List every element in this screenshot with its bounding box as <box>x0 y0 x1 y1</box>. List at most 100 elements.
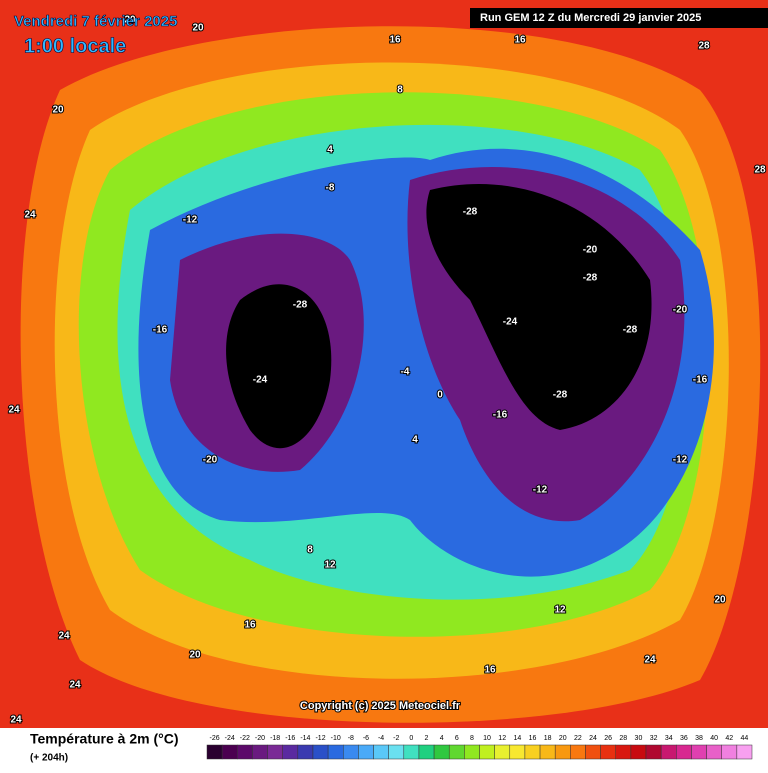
legend-title: Température à 2m (°C) <box>30 731 179 747</box>
scale-swatch <box>433 744 450 760</box>
scale-swatch <box>343 744 359 760</box>
scale-label: 16 <box>529 735 537 742</box>
map-label: 24 <box>644 655 656 666</box>
map-label: -28 <box>583 273 598 284</box>
scale-label: -4 <box>378 735 384 742</box>
scale-label: -26 <box>210 735 220 742</box>
scale-swatch <box>585 744 601 760</box>
scale-swatch <box>464 744 480 760</box>
scale-label: 30 <box>635 735 643 742</box>
scale-label: -16 <box>285 735 295 742</box>
scale-label: 44 <box>741 735 749 742</box>
map-label: 16 <box>484 665 496 676</box>
map-label: -20 <box>203 455 218 466</box>
map-label: 24 <box>58 631 70 642</box>
scale-swatch <box>660 744 677 760</box>
map-label: 24 <box>24 210 36 221</box>
scale-swatch <box>312 744 329 760</box>
scale-swatch <box>615 744 632 760</box>
scale-label: 18 <box>544 735 552 742</box>
run-box <box>470 8 768 28</box>
map-label: -28 <box>463 207 478 218</box>
scale-label: 32 <box>650 735 658 742</box>
map-label: -28 <box>293 300 308 311</box>
forecast-time: 1:00 locale <box>24 35 126 57</box>
scale-swatch <box>554 744 571 760</box>
map-label: 16 <box>389 35 401 46</box>
scale-swatch <box>358 744 374 760</box>
map-label: -20 <box>583 245 598 256</box>
map-label: 0 <box>437 390 443 401</box>
scale-swatch <box>539 744 556 760</box>
scale-label: 42 <box>725 735 733 742</box>
extreme-cold-east <box>426 184 652 430</box>
legend-lead: (+ 204h) <box>30 753 68 764</box>
map-label: -28 <box>553 390 568 401</box>
scale-label: 22 <box>574 735 582 742</box>
scale-label: 20 <box>559 735 567 742</box>
scale-label: 4 <box>440 735 444 742</box>
scale-label: 28 <box>619 735 627 742</box>
scale-swatch <box>691 744 707 760</box>
scale-label: -12 <box>315 735 325 742</box>
map-label: 16 <box>244 620 256 631</box>
run-info: Run GEM 12 Z du Mercredi 29 janvier 2025 <box>480 12 701 24</box>
map-label: 16 <box>514 35 526 46</box>
map-label: -28 <box>623 325 638 336</box>
map-label: 20 <box>192 23 204 34</box>
map-label: 20 <box>52 105 64 116</box>
scale-label: 40 <box>710 735 718 742</box>
scale-label: 10 <box>483 735 491 742</box>
map-label: 12 <box>554 605 566 616</box>
scale-label: -10 <box>331 735 341 742</box>
scale-swatch <box>327 744 344 760</box>
scale-label: 6 <box>455 735 459 742</box>
scale-swatch <box>570 744 586 760</box>
map-label: -24 <box>503 317 518 328</box>
scale-swatch <box>630 744 647 760</box>
scale-swatch <box>479 744 495 760</box>
map-label: -16 <box>693 375 708 386</box>
scale-swatch <box>706 744 722 760</box>
scale-swatch <box>524 744 541 760</box>
map-labels: 20 20 16 16 24 28 28 20 24 24 8 4 -8 -12… <box>7 14 767 727</box>
scale-label: 2 <box>425 735 429 742</box>
scale-label: 12 <box>498 735 506 742</box>
map-label: 28 <box>754 165 766 176</box>
scale-swatch <box>509 744 526 760</box>
scale-label: 34 <box>665 735 673 742</box>
map-label: -12 <box>533 485 548 496</box>
scale-swatch <box>206 744 223 760</box>
scale-swatch <box>448 744 465 760</box>
scale-swatch <box>297 744 314 760</box>
map-label: 24 <box>69 680 81 691</box>
map-label: 8 <box>307 545 313 556</box>
map-label: 24 <box>10 715 22 726</box>
map-label: 12 <box>324 560 336 571</box>
scale-swatch <box>600 744 616 760</box>
scale-swatch <box>373 744 389 760</box>
map-label: -16 <box>493 410 508 421</box>
map-label: -12 <box>673 455 688 466</box>
map-label: -24 <box>253 375 268 386</box>
scale-label: -18 <box>270 735 280 742</box>
map-label: 28 <box>698 41 710 52</box>
copyright: Copyright (c) 2025 Meteociel.fr <box>300 700 461 712</box>
scale-label: -20 <box>255 735 265 742</box>
map-label: 20 <box>189 650 201 661</box>
scale-swatch <box>736 744 753 760</box>
scale-swatch <box>252 744 268 760</box>
scale-label: 0 <box>409 735 413 742</box>
scale-label: -6 <box>363 735 369 742</box>
scale-label: -8 <box>348 735 354 742</box>
scale-swatch <box>221 744 238 760</box>
scale-label: 26 <box>604 735 612 742</box>
scale-label: 8 <box>470 735 474 742</box>
map-label: -20 <box>673 305 688 316</box>
map-label: -16 <box>153 325 168 336</box>
scale-label: -22 <box>240 735 250 742</box>
extreme-cold-west <box>226 284 332 449</box>
map-label: 8 <box>397 85 403 96</box>
map-label: 20 <box>714 595 726 606</box>
